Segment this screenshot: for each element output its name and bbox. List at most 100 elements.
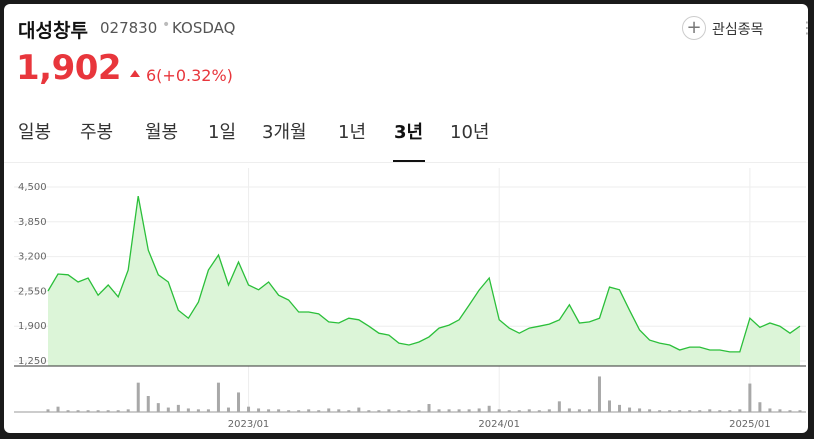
volume-bar: [156, 403, 160, 412]
x-tick-label: 2023/01: [228, 419, 270, 430]
volume-bar: [247, 406, 251, 412]
volume-bar: [728, 410, 732, 412]
volume-bar: [607, 400, 611, 412]
volume-bar: [477, 408, 481, 412]
tab[interactable]: 월봉: [145, 122, 179, 143]
volume-bar: [497, 409, 501, 412]
volume-bar: [698, 410, 702, 412]
plus-icon: +: [682, 16, 706, 40]
volume-bar: [186, 408, 190, 412]
tab[interactable]: 일봉: [18, 122, 52, 143]
x-tick-label: 2024/01: [478, 419, 520, 430]
volume-bar: [537, 410, 541, 412]
x-tick-label: 2025/01: [729, 419, 771, 430]
volume-bar: [196, 409, 200, 412]
volume-bar: [788, 410, 792, 412]
area-fill: [48, 196, 800, 366]
volume-bar: [547, 409, 551, 412]
volume-bar: [257, 408, 261, 412]
volume-bar: [577, 409, 581, 412]
volume-bar: [76, 410, 80, 412]
volume-bar: [718, 410, 722, 412]
volume-bar: [377, 410, 381, 412]
volume-bar: [337, 409, 341, 412]
volume-bar: [166, 407, 170, 412]
volume-bar: [447, 409, 451, 412]
volume-bar: [287, 410, 291, 412]
y-tick-label: 1,250: [18, 356, 47, 367]
volume-bar: [327, 408, 331, 412]
tab[interactable]: 3년: [394, 122, 424, 143]
volume-bar: [758, 402, 762, 412]
volume-bar: [216, 382, 220, 412]
more-icon[interactable]: ⋮: [799, 18, 808, 37]
volume-bar: [417, 410, 421, 412]
volume-bar: [86, 410, 90, 412]
volume-bar: [387, 409, 391, 412]
volume-bar: [567, 408, 571, 412]
volume-bar: [136, 382, 140, 412]
volume-bar: [206, 409, 210, 412]
volume-bar: [146, 396, 150, 412]
y-tick-label: 2,550: [18, 286, 47, 297]
volume-bar: [457, 409, 461, 412]
y-tick-label: 3,850: [18, 217, 47, 228]
volume-bar: [347, 410, 351, 412]
price-change: 6(+0.32%): [146, 66, 233, 85]
volume-bar: [56, 406, 60, 412]
volume-bar: [407, 410, 411, 412]
volume-bar: [648, 409, 652, 412]
volume-bar: [397, 410, 401, 412]
tab[interactable]: 10년: [450, 122, 490, 143]
volume-bar: [126, 409, 130, 412]
volume-bar: [237, 392, 241, 412]
volume-bar: [317, 410, 321, 412]
favorite-label: 관심종목: [712, 22, 764, 38]
volume-bar: [778, 409, 782, 412]
stock-code: 027830: [100, 19, 158, 37]
volume-bar: [467, 409, 471, 412]
volume-bar: [96, 410, 100, 412]
volume-bar: [658, 410, 662, 412]
volume-bar: [307, 409, 311, 412]
tab[interactable]: 1일: [208, 122, 237, 143]
volume-bar: [267, 409, 271, 412]
tab[interactable]: 3개월: [262, 122, 307, 143]
chart: 4,500 3,850 3,200 2,550 1,900 1,250 2023/01 202…: [14, 168, 806, 430]
volume-bar: [487, 405, 491, 412]
stock-name: 대성창투: [18, 20, 88, 42]
volume-bar: [748, 383, 752, 412]
volume-bar: [517, 410, 521, 412]
volume-bar: [226, 407, 230, 412]
y-tick-label: 4,500: [18, 182, 47, 193]
volume-bar: [618, 404, 622, 412]
volume-bar: [437, 409, 441, 412]
volume-bar: [357, 407, 361, 412]
volume-bar: [638, 408, 642, 412]
y-tick-label: 1,900: [18, 321, 47, 332]
tab-underline: [393, 160, 425, 162]
volume-bar: [798, 410, 802, 412]
favorite-button[interactable]: + 관심종목: [682, 16, 782, 42]
volume-bar: [738, 409, 742, 412]
volume-bar: [116, 410, 120, 412]
price: 1,902: [16, 48, 122, 88]
volume-bar: [367, 410, 371, 412]
volume-bar: [628, 407, 632, 412]
price-line: [47, 195, 801, 353]
tab[interactable]: 주봉: [80, 122, 114, 143]
market: KOSDAQ: [172, 19, 236, 37]
stock-widget: 대성창투 027830 • KOSDAQ + 관심종목 ⋮ 1,902 6(+0…: [4, 4, 808, 433]
volume-bar: [668, 410, 672, 412]
volume-bar: [708, 409, 712, 412]
volume-bar: [427, 404, 431, 412]
volume-bar: [587, 409, 591, 412]
volume-bar: [597, 376, 601, 412]
volume-bar: [106, 410, 110, 412]
separator: •: [162, 17, 171, 33]
tab[interactable]: 1년: [338, 122, 367, 143]
volume-bar: [66, 410, 70, 412]
volume-bar: [527, 409, 531, 412]
volume-bar: [277, 409, 281, 412]
